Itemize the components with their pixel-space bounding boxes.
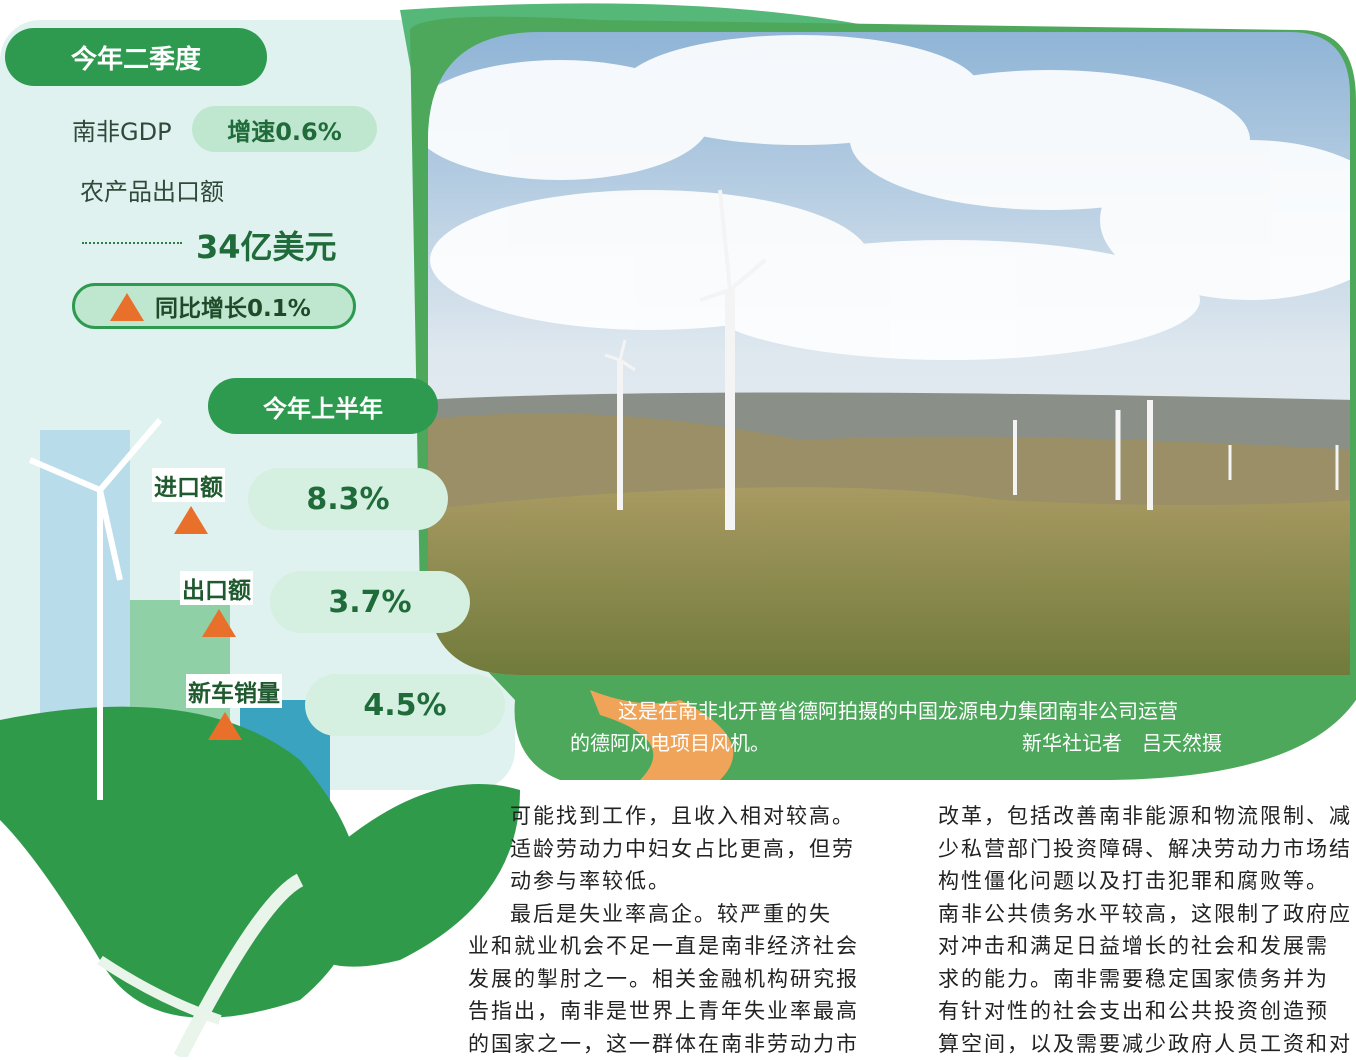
item-label: 新车销量: [186, 674, 282, 708]
gdp-label: 南非GDP: [72, 112, 172, 147]
text-line: 改革，包括改善南非能源和物流限制、减: [938, 800, 1356, 833]
text-line: 告指出，南非是世界上青年失业率最高: [468, 995, 893, 1028]
item-label: 进口额: [152, 468, 225, 502]
up-arrow: [174, 506, 208, 534]
up-arrow: [110, 293, 144, 321]
text-line: 发展的掣肘之一。相关金融机构研究报: [468, 963, 893, 996]
photo: [410, 30, 1356, 680]
photo-credit: 新华社记者 吕天然摄: [1022, 727, 1222, 756]
text-line: 业和就业机会不足一直是南非经济社会: [468, 930, 893, 963]
text-line: 少私营部门投资障碍、解决劳动力市场结: [938, 833, 1356, 866]
up-arrow: [208, 712, 242, 740]
agri-value: 34亿美元: [196, 222, 337, 268]
text-line: 构性僵化问题以及打击犯罪和腐败等。: [938, 865, 1356, 898]
caption: 这是在南非北开普省德阿拍摄的中国龙源电力集团南非公司运营: [618, 695, 1178, 724]
agri-label: 农产品出口额: [80, 172, 224, 207]
section-title: 今年上半年: [208, 378, 438, 434]
item-value: 8.3%: [248, 468, 448, 530]
text-line: 动参与率较低。: [468, 865, 893, 898]
column: 可能找到工作，且收入相对较高。适龄劳动力中妇女占比更高，但劳动参与率较低。最后是…: [468, 800, 893, 1060]
gdp-growth: 增速0.6%: [192, 106, 377, 152]
leader: [82, 242, 182, 244]
text-line: 有针对性的社会支出和公共投资创造预: [938, 995, 1356, 1028]
section-title: 今年二季度: [5, 28, 267, 86]
text-line: 对冲击和满足日益增长的社会和发展需: [938, 930, 1356, 963]
text-line: 最后是失业率高企。较严重的失: [468, 898, 893, 931]
item-label: 出口额: [180, 571, 253, 605]
item-value: 3.7%: [270, 571, 470, 633]
body: {"infographic": { "q2": {"title": "今年二季度…: [0, 0, 1356, 1057]
agri-change: 同比增长0.1%: [155, 289, 311, 323]
column: 改革，包括改善南非能源和物流限制、减少私营部门投资障碍、解决劳动力市场结构性僵化…: [938, 800, 1356, 1060]
text-line: 适龄劳动力中妇女占比更高，但劳: [468, 833, 893, 866]
text-line: 求的能力。南非需要稳定国家债务并为: [938, 963, 1356, 996]
page: 南非经济 body { margin: 0; width: 1356px; he…: [0, 0, 1356, 1057]
agri-change-box: 同比增长0.1%: [72, 283, 356, 329]
caption: 的德阿风电项目风机。: [570, 727, 770, 756]
up-arrow: [202, 609, 236, 637]
text-line: 的国家之一，这一群体在南非劳动力市: [468, 1028, 893, 1060]
text-line: 可能找到工作，且收入相对较高。: [468, 800, 893, 833]
text-line: 南非公共债务水平较高，这限制了政府应: [938, 898, 1356, 931]
text-line: 算空间，以及需要减少政府人员工资和对: [938, 1028, 1356, 1060]
item-value: 4.5%: [305, 674, 505, 736]
